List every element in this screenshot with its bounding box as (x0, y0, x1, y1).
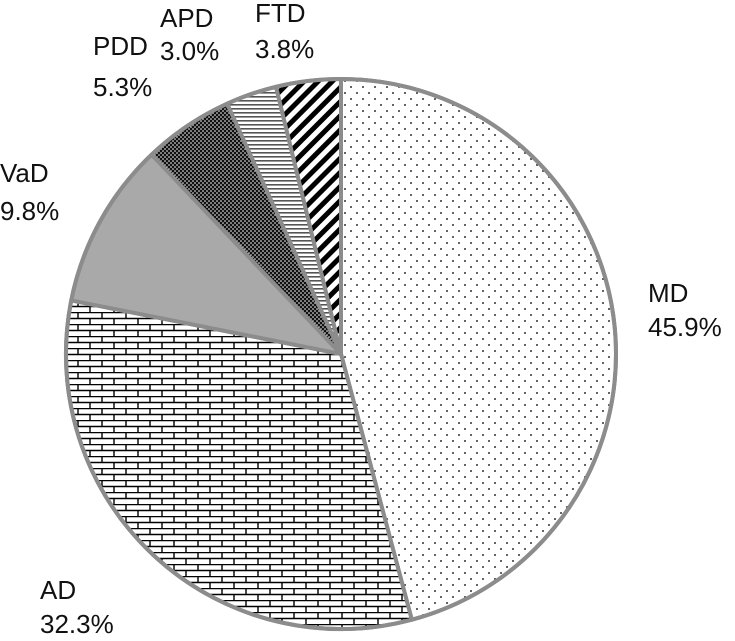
pie-slices (63, 77, 618, 631)
slice-label-pdd: PDD (93, 31, 148, 61)
slice-value-apd: 3.0% (160, 36, 219, 66)
slice-value-pdd: 5.3% (93, 72, 152, 102)
slice-value-md: 45.9% (648, 312, 722, 342)
pie-outline (64, 77, 618, 631)
slice-value-vad: 9.8% (0, 196, 59, 226)
slice-value-ad: 32.3% (40, 609, 114, 639)
slice-label-md: MD (648, 278, 688, 308)
slice-value-ftd: 3.8% (255, 34, 314, 64)
slice-label-apd: APD (160, 3, 213, 33)
slice-label-ftd: FTD (255, 0, 306, 28)
slice-label-ad: AD (40, 575, 76, 605)
slice-label-vad: VaD (0, 158, 49, 188)
